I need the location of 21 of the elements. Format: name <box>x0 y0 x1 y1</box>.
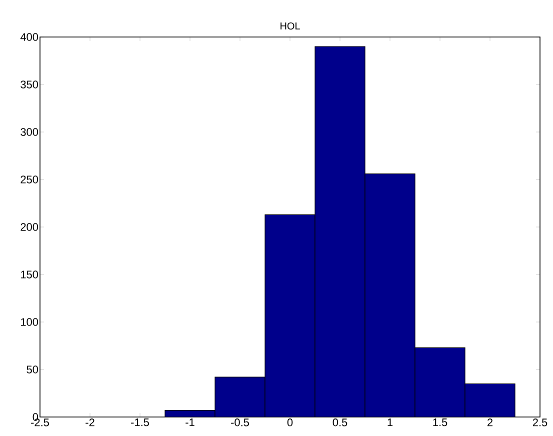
y-tick-label: 50 <box>26 366 38 374</box>
x-tick-label: 0 <box>287 418 293 426</box>
x-tick-label: -0.5 <box>231 418 249 426</box>
x-tick-label: 0.5 <box>332 418 348 426</box>
x-tick-label: -1 <box>186 418 194 426</box>
y-tick-label: 400 <box>20 33 38 41</box>
x-tick-label: 1 <box>388 418 393 426</box>
x-tick-label: 1.5 <box>433 418 448 426</box>
x-tick-label: 2.5 <box>532 418 548 426</box>
y-tick-label: 100 <box>21 318 38 326</box>
x-tick-label: -2 <box>86 418 94 426</box>
x-tick-label: 2 <box>488 418 492 426</box>
chart-title: HOL <box>280 22 300 30</box>
y-tick-label: 300 <box>20 128 38 136</box>
y-tick-label: 200 <box>20 223 38 231</box>
y-tick-label: 250 <box>20 176 38 184</box>
y-tick-label: 350 <box>20 80 38 88</box>
y-tick-label: 0 <box>32 413 38 421</box>
x-tick-label: -1.5 <box>131 418 149 426</box>
x-tick-label: -2.5 <box>31 418 49 426</box>
y-tick-label: 150 <box>21 270 38 278</box>
